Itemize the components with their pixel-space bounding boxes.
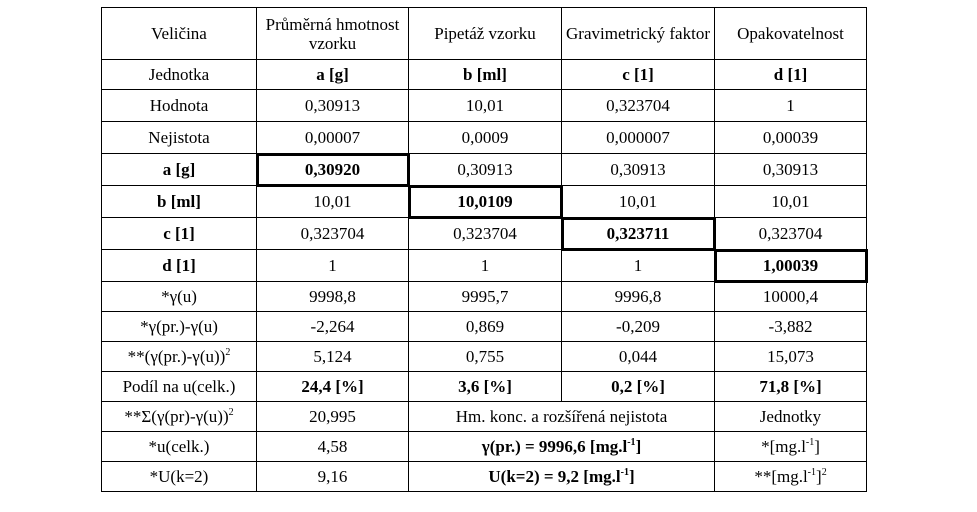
highlighted-cell: 10,0109 xyxy=(407,184,563,219)
header-repeatability: Opakovatelnost xyxy=(714,7,867,60)
table-cell: 9998,8 xyxy=(256,281,409,312)
table-cell: d [1] xyxy=(714,59,867,90)
units-header: Jednotky xyxy=(714,401,867,432)
row-label: **Σ(γ(pr)-γ(u))2 xyxy=(101,401,257,432)
table-cell: 10,01 xyxy=(561,185,715,218)
table-cell: 5,124 xyxy=(256,341,409,372)
table-row-gamma-diff-squared: **(γ(pr.)-γ(u))2 5,124 0,755 0,044 15,07… xyxy=(101,341,867,372)
row-label: *u(celk.) xyxy=(101,431,257,462)
table-cell: 0,044 xyxy=(561,341,715,372)
highlighted-cell: 0,30920 xyxy=(255,152,410,187)
expanded-uncertainty-result: U(k=2) = 9,2 [mg.l-1] xyxy=(408,461,715,492)
expanded-u-unit: **[mg.l-1]2 xyxy=(714,461,867,492)
highlighted-cell: 0,323711 xyxy=(560,216,716,251)
table-cell: 0,000007 xyxy=(561,121,715,154)
expanded-u-value: 9,16 xyxy=(256,461,409,492)
table-row-b: b [ml] 10,01 10,0109 10,01 10,01 xyxy=(101,184,867,219)
table-cell: 15,073 xyxy=(714,341,867,372)
table-cell: 71,8 [%] xyxy=(714,371,867,402)
row-label: *U(k=2) xyxy=(101,461,257,492)
u-total-value: 4,58 xyxy=(256,431,409,462)
table-cell: 1 xyxy=(408,249,562,282)
table-cell: 3,6 [%] xyxy=(408,371,562,402)
table-cell: 0,323704 xyxy=(256,217,409,250)
table-cell: -2,264 xyxy=(256,311,409,342)
table-row-uncertainty: Nejistota 0,00007 0,0009 0,000007 0,0003… xyxy=(101,121,867,154)
table-cell: 0,30913 xyxy=(714,153,867,186)
row-label: *γ(u) xyxy=(101,281,257,312)
table-cell: -3,882 xyxy=(714,311,867,342)
concentration-result: γ(pr.) = 9996,6 [mg.l-1] xyxy=(408,431,715,462)
row-label: Hodnota xyxy=(101,89,257,122)
table-cell: 0,0009 xyxy=(408,121,562,154)
table-cell: 10,01 xyxy=(714,185,867,218)
table-cell: 9995,7 xyxy=(408,281,562,312)
u-total-unit: *[mg.l-1] xyxy=(714,431,867,462)
highlighted-cell: 1,00039 xyxy=(713,248,868,283)
row-label: Jednotka xyxy=(101,59,257,90)
row-label: c [1] xyxy=(101,217,257,250)
row-label: Podíl na u(celk.) xyxy=(101,371,257,402)
table-cell: 0,2 [%] xyxy=(561,371,715,402)
header-quantity: Veličina xyxy=(101,7,257,60)
row-label: Nejistota xyxy=(101,121,257,154)
table-cell: 0,30913 xyxy=(561,153,715,186)
row-label: *γ(pr.)-γ(u) xyxy=(101,311,257,342)
table-cell: 24,4 [%] xyxy=(256,371,409,402)
table-cell: 0,869 xyxy=(408,311,562,342)
uncertainty-table: Veličina Průměrná hmotnost vzorku Pipetá… xyxy=(101,7,868,492)
table-cell: 0,323704 xyxy=(561,89,715,122)
table-row-value: Hodnota 0,30913 10,01 0,323704 1 xyxy=(101,89,867,122)
table-cell: 10,01 xyxy=(408,89,562,122)
table-row-sum: **Σ(γ(pr)-γ(u))2 20,995 Hm. konc. a rozš… xyxy=(101,401,867,432)
table-cell: a [g] xyxy=(256,59,409,90)
table-cell: 0,30913 xyxy=(408,153,562,186)
table-cell: 0,30913 xyxy=(256,89,409,122)
table-row-gamma-u: *γ(u) 9998,8 9995,7 9996,8 10000,4 xyxy=(101,281,867,312)
table-cell: 0,00039 xyxy=(714,121,867,154)
table-cell: 1 xyxy=(561,249,715,282)
table-row-share: Podíl na u(celk.) 24,4 [%] 3,6 [%] 0,2 [… xyxy=(101,371,867,402)
sum-value: 20,995 xyxy=(256,401,409,432)
table-cell: 10,01 xyxy=(256,185,409,218)
row-label: a [g] xyxy=(101,153,257,186)
header-row: Veličina Průměrná hmotnost vzorku Pipetá… xyxy=(101,7,867,60)
table-row-a: a [g] 0,30920 0,30913 0,30913 0,30913 xyxy=(101,152,867,187)
table-row-unit: Jednotka a [g] b [ml] c [1] d [1] xyxy=(101,59,867,90)
header-avg-mass: Průměrná hmotnost vzorku xyxy=(256,7,409,60)
table-cell: 0,755 xyxy=(408,341,562,372)
header-pipetting: Pipetáž vzorku xyxy=(408,7,562,60)
table-cell: 0,323704 xyxy=(714,217,867,250)
header-gravimetric-factor: Gravimetrický faktor xyxy=(561,7,715,60)
table-cell: 10000,4 xyxy=(714,281,867,312)
concentration-header: Hm. konc. a rozšířená nejistota xyxy=(408,401,715,432)
table-cell: -0,209 xyxy=(561,311,715,342)
table-cell: 0,00007 xyxy=(256,121,409,154)
table-cell: b [ml] xyxy=(408,59,562,90)
table-cell: 9996,8 xyxy=(561,281,715,312)
table-row-c: c [1] 0,323704 0,323704 0,323711 0,32370… xyxy=(101,216,867,251)
row-label: b [ml] xyxy=(101,185,257,218)
table-cell: 1 xyxy=(256,249,409,282)
table-cell: 1 xyxy=(714,89,867,122)
table-cell: 0,323704 xyxy=(408,217,562,250)
table-row-d: d [1] 1 1 1 1,00039 xyxy=(101,248,868,283)
table-row-expanded-u: *U(k=2) 9,16 U(k=2) = 9,2 [mg.l-1] **[mg… xyxy=(101,461,867,492)
table-row-gamma-diff: *γ(pr.)-γ(u) -2,264 0,869 -0,209 -3,882 xyxy=(101,311,867,342)
row-label: **(γ(pr.)-γ(u))2 xyxy=(101,341,257,372)
row-label: d [1] xyxy=(101,249,257,282)
table-row-u-total: *u(celk.) 4,58 γ(pr.) = 9996,6 [mg.l-1] … xyxy=(101,431,867,462)
table-cell: c [1] xyxy=(561,59,715,90)
